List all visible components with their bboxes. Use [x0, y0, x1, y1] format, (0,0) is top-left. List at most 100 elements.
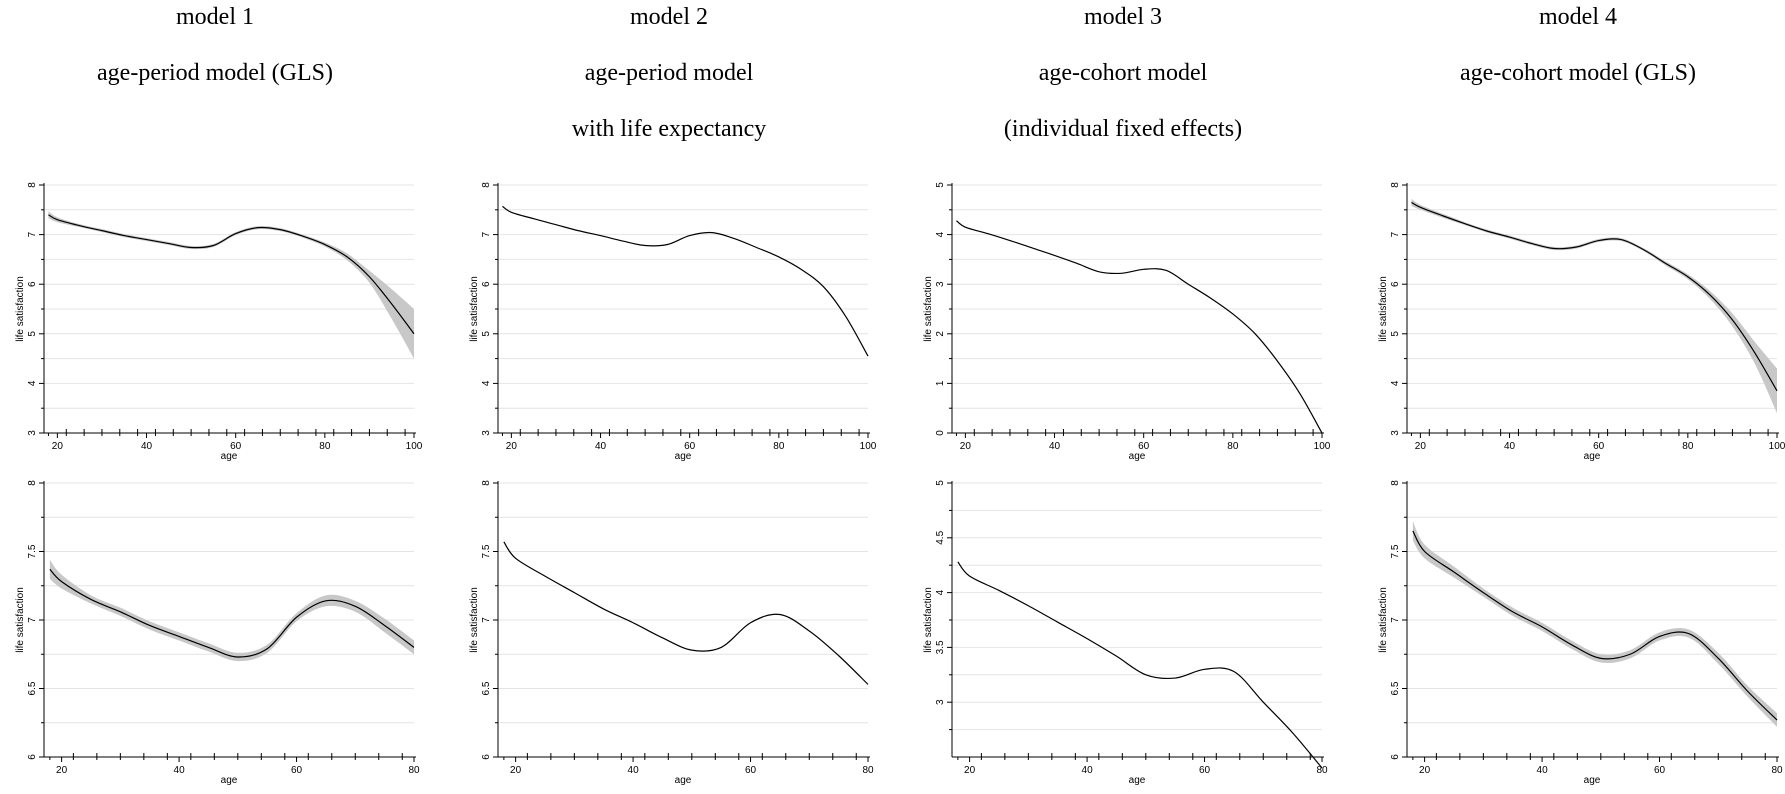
y-tick-label: 7.5: [481, 544, 492, 558]
x-tick-label: 20: [960, 441, 972, 452]
y-axis-label: life satisfaction: [923, 276, 934, 342]
y-tick-label: 6.5: [481, 681, 492, 695]
header-line: with life expectancy: [571, 116, 767, 142]
series-line: [503, 541, 869, 685]
x-axis-label: age: [675, 775, 692, 786]
x-tick-label: 60: [1199, 765, 1211, 776]
y-tick-label: 6: [27, 754, 38, 760]
header-line: age-cohort model: [1038, 60, 1208, 86]
x-axis-label: age: [675, 451, 692, 462]
y-tick-label: 7: [27, 617, 38, 623]
x-tick-label: 80: [408, 765, 420, 776]
series-line: [957, 561, 1323, 769]
y-tick-label: 7: [1390, 617, 1401, 623]
series-line: [956, 220, 1323, 434]
x-tick-label: 60: [291, 765, 303, 776]
y-tick-label: 8: [27, 182, 38, 188]
x-axis-label: age: [1584, 775, 1601, 786]
header-line: model 4: [1539, 4, 1617, 30]
x-tick-label: 60: [745, 765, 757, 776]
chart-panel-model-3-top: 0 1 2 3 4 5 20 40 60 80 100 age life satisfaction: [923, 182, 1331, 462]
y-tick-label: 6: [481, 281, 492, 287]
y-tick-label: 8: [481, 182, 492, 188]
y-tick-label: 1: [935, 380, 946, 386]
y-axis-label: life satisfaction: [1378, 276, 1389, 342]
x-tick-label: 80: [1227, 441, 1239, 452]
y-tick-label: 4.5: [935, 530, 946, 544]
x-tick-label: 100: [1314, 441, 1331, 452]
x-tick-label: 20: [506, 441, 518, 452]
y-axis-label: life satisfaction: [15, 587, 26, 653]
y-tick-label: 5: [935, 480, 946, 486]
y-tick-label: 7.5: [27, 544, 38, 558]
y-tick-label: 7.5: [1390, 544, 1401, 558]
chart-panel-model-1-top: 3 4 5 6 7 8 20 40 60 80 100 age life satisfaction: [15, 182, 423, 462]
x-tick-label: 80: [862, 765, 874, 776]
chart-panel-model-1-bottom: 6 6.5 7 7.5 8 20 40 60 80 age life satisfaction: [15, 480, 420, 786]
y-axis-label: life satisfaction: [1378, 587, 1389, 653]
y-axis-label: life satisfaction: [15, 276, 26, 342]
y-tick-label: 7: [481, 617, 492, 623]
x-tick-label: 60: [684, 441, 696, 452]
x-tick-label: 80: [1771, 765, 1783, 776]
x-tick-label: 80: [1682, 441, 1694, 452]
header-line: age-period model (GLS): [97, 60, 333, 86]
header-line: (individual fixed effects): [1003, 116, 1243, 142]
x-tick-label: 20: [510, 765, 522, 776]
y-tick-label: 5: [27, 331, 38, 337]
x-tick-label: 40: [1504, 441, 1516, 452]
chart-panel-model-4-bottom: 6 6.5 7 7.5 8 20 40 60 80 age life satisfaction: [1378, 480, 1783, 786]
x-tick-label: 20: [964, 765, 976, 776]
x-tick-label: 100: [860, 441, 877, 452]
y-axis-label: life satisfaction: [469, 587, 480, 653]
x-axis-label: age: [1129, 451, 1146, 462]
y-tick-label: 2: [935, 331, 946, 337]
header-line: model 2: [630, 4, 708, 30]
x-tick-label: 60: [1593, 441, 1605, 452]
x-tick-label: 40: [174, 765, 186, 776]
x-tick-label: 20: [56, 765, 68, 776]
header-line: age-period model: [584, 60, 754, 86]
x-tick-label: 60: [230, 441, 242, 452]
y-tick-label: 5: [935, 182, 946, 188]
series-line: [1411, 201, 1778, 392]
y-tick-label: 3: [27, 430, 38, 436]
y-tick-label: 8: [481, 480, 492, 486]
y-tick-label: 7: [27, 231, 38, 237]
x-tick-label: 40: [141, 441, 153, 452]
y-tick-label: 6.5: [27, 681, 38, 695]
y-tick-label: 4: [481, 380, 492, 386]
chart-panel-model-3-bottom: 3 3.5 4 4.5 5 20 40 60 80 age life satisfaction: [923, 480, 1328, 786]
x-tick-label: 20: [52, 441, 64, 452]
confidence-band: [1412, 521, 1777, 727]
x-axis-label: age: [221, 451, 238, 462]
x-tick-label: 100: [406, 441, 423, 452]
x-axis-label: age: [1584, 451, 1601, 462]
x-tick-label: 40: [628, 765, 640, 776]
x-tick-label: 20: [1419, 765, 1431, 776]
y-tick-label: 8: [1390, 480, 1401, 486]
chart-panel-model-4-top: 3 4 5 6 7 8 20 40 60 80 100 age life satisfaction: [1378, 182, 1785, 462]
y-tick-label: 7: [481, 231, 492, 237]
series-line: [49, 568, 415, 658]
header-line: model 3: [1084, 4, 1162, 30]
series-line: [502, 205, 869, 357]
x-tick-label: 80: [319, 441, 331, 452]
series-line: [48, 214, 415, 335]
y-tick-label: 3: [935, 281, 946, 287]
y-tick-label: 8: [1390, 182, 1401, 188]
x-tick-label: 60: [1654, 765, 1666, 776]
series-line: [1412, 530, 1778, 721]
y-axis-label: life satisfaction: [469, 276, 480, 342]
chart-panel-model-2-bottom: 6 6.5 7 7.5 8 20 40 60 80 age life satisfaction: [469, 480, 874, 786]
chart-panel-model-2-top: 3 4 5 6 7 8 20 40 60 80 100 age life satisfaction: [469, 182, 877, 462]
y-tick-label: 8: [27, 480, 38, 486]
y-tick-label: 4: [935, 589, 946, 595]
x-tick-label: 80: [1316, 765, 1328, 776]
y-tick-label: 4: [935, 231, 946, 237]
y-tick-label: 4: [1390, 380, 1401, 386]
x-axis-label: age: [221, 775, 238, 786]
y-axis-label: life satisfaction: [923, 587, 934, 653]
y-tick-label: 4: [27, 380, 38, 386]
